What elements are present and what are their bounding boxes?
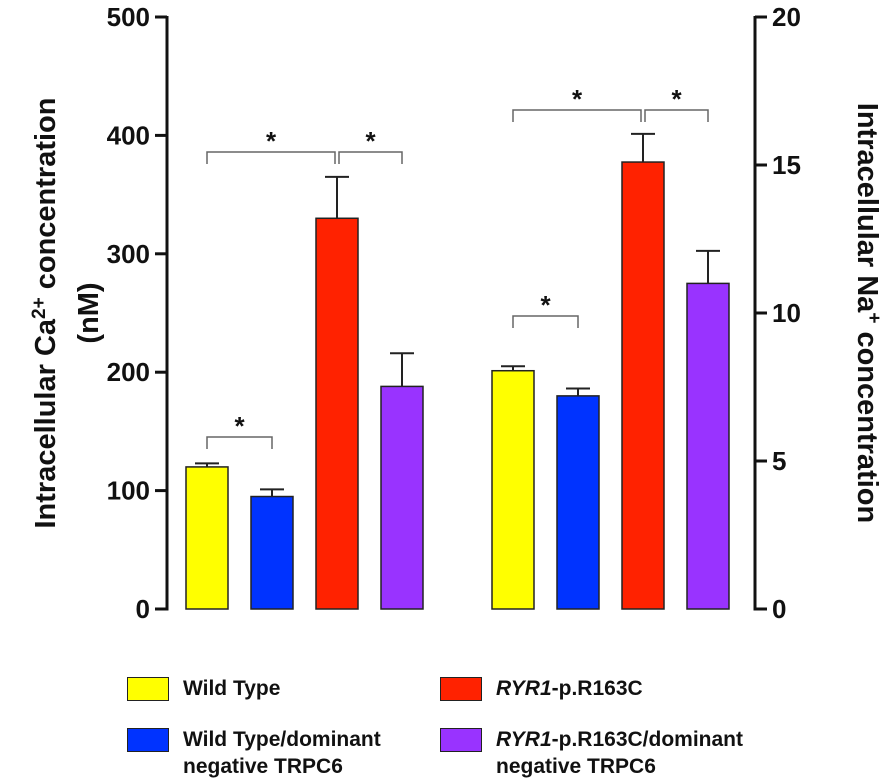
right-tick-label: 5 xyxy=(772,446,786,476)
bar xyxy=(185,466,229,610)
significance-bracket xyxy=(512,109,642,122)
left-axis-title-text: Intracellular Ca xyxy=(30,318,62,528)
right-axis-title-line1: Intracellular Na+ concentration xyxy=(851,103,885,523)
bar xyxy=(491,369,535,610)
left-tick-label: 300 xyxy=(107,239,150,269)
significance-star: * xyxy=(266,126,277,156)
significance-bracket xyxy=(644,109,709,122)
significance-bracket xyxy=(206,151,336,164)
significance-bracket xyxy=(338,151,403,164)
left-axis-unit: (nM) xyxy=(73,282,105,343)
bar xyxy=(621,161,665,610)
bar xyxy=(250,495,294,610)
right-axis-title-superscript: + xyxy=(864,312,885,323)
right-tick-label: 0 xyxy=(772,594,786,624)
significance-star: * xyxy=(234,411,245,441)
significance-bracket xyxy=(206,436,273,449)
right-tick-label: 20 xyxy=(772,2,801,32)
bar xyxy=(380,385,424,610)
left-tick-label: 400 xyxy=(107,120,150,150)
significance-star: * xyxy=(572,84,583,114)
left-tick-label: 0 xyxy=(136,594,150,624)
right-axis-title-text-end: concentration xyxy=(851,323,883,523)
right-axis-title: Intracellular Na+ concentration(mM) xyxy=(851,103,895,523)
right-axis-title-text: Intracellular Na xyxy=(851,103,883,313)
bar xyxy=(556,395,600,610)
left-axis-title: Intracellular Ca2+ concentration (nM) xyxy=(29,97,106,528)
right-tick-label: 10 xyxy=(772,298,801,328)
left-tick-label: 500 xyxy=(107,2,150,32)
bar xyxy=(315,217,359,610)
left-axis-title-superscript: 2+ xyxy=(29,297,50,319)
right-tick-label: 15 xyxy=(772,150,801,180)
left-axis-title-line1: Intracellular Ca2+ concentration xyxy=(29,97,63,528)
left-tick-label: 100 xyxy=(107,476,150,506)
significance-star: * xyxy=(365,126,376,156)
left-axis-title-text-end: concentration xyxy=(30,97,62,297)
significance-star: * xyxy=(671,84,682,114)
left-tick-label: 200 xyxy=(107,357,150,387)
significance-bracket xyxy=(512,315,579,328)
significance-star: * xyxy=(540,290,551,320)
bar xyxy=(686,282,730,610)
